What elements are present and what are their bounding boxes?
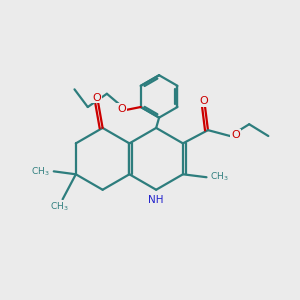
Text: NH: NH [148,195,164,205]
Text: CH$_3$: CH$_3$ [210,171,229,184]
Text: CH$_3$: CH$_3$ [31,165,50,178]
Text: CH$_3$: CH$_3$ [50,200,69,213]
Text: O: O [117,104,126,114]
Text: O: O [199,96,208,106]
Text: O: O [92,93,101,103]
Text: O: O [231,130,240,140]
